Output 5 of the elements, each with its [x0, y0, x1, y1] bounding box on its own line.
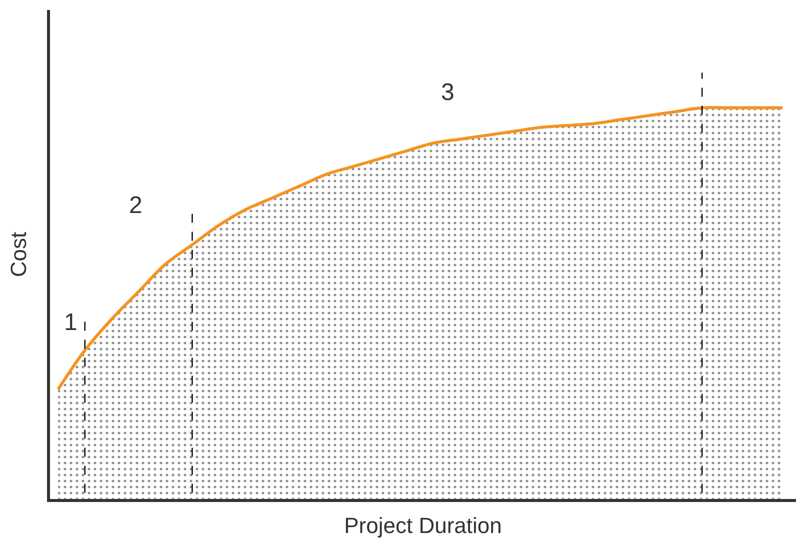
text: 3	[441, 79, 454, 106]
annotation: 2	[129, 192, 142, 219]
y-axis-title: Cost	[6, 232, 32, 278]
x-axis-title: Project Duration	[344, 513, 502, 538]
annotation: 1	[64, 309, 78, 336]
